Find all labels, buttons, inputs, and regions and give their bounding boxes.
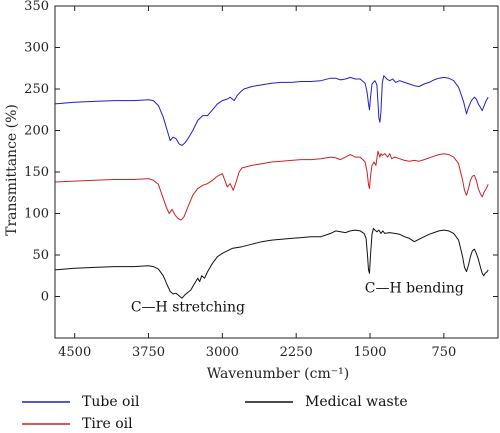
x-axis-label: Wavenumber (cm⁻¹) — [207, 366, 349, 382]
annotation-label: C—H stretching — [131, 299, 245, 315]
legend: Tube oil Tire oil Medical waste — [22, 394, 408, 432]
legend-label: Tube oil — [82, 394, 140, 410]
axis-ticks: 0 50 100 150 200 250 300 350 4500 3750 3000 2250 150… — [24, 0, 498, 360]
y-tick-label: 50 — [32, 248, 49, 263]
series-line-medical-waste — [54, 227, 489, 299]
annotation-label: C—H bending — [365, 280, 464, 296]
series-line-tube-oil — [54, 75, 489, 146]
annotations: C—H stretching C—H bending — [131, 280, 464, 315]
y-tick-label: 200 — [24, 124, 49, 139]
y-tick-label: 350 — [24, 0, 49, 14]
series-lines — [54, 75, 489, 299]
legend-label: Tire oil — [82, 416, 133, 432]
series-line-tire-oil — [54, 150, 489, 221]
y-tick-label: 100 — [24, 207, 49, 222]
x-tick-label: 4500 — [58, 345, 91, 360]
legend-label: Medical waste — [305, 394, 408, 410]
y-axis-label: Transmittance (%) — [4, 104, 20, 236]
x-tick-label: 750 — [431, 345, 456, 360]
y-tick-label: 150 — [24, 165, 49, 180]
x-tick-label: 3750 — [132, 345, 165, 360]
x-tick-label: 2250 — [280, 345, 313, 360]
y-tick-label: 250 — [24, 82, 49, 97]
y-tick-label: 300 — [24, 41, 49, 56]
x-tick-label: 3000 — [206, 345, 239, 360]
x-tick-label: 1500 — [353, 345, 386, 360]
plot-frame — [54, 5, 499, 339]
y-tick-label: 0 — [41, 290, 49, 305]
